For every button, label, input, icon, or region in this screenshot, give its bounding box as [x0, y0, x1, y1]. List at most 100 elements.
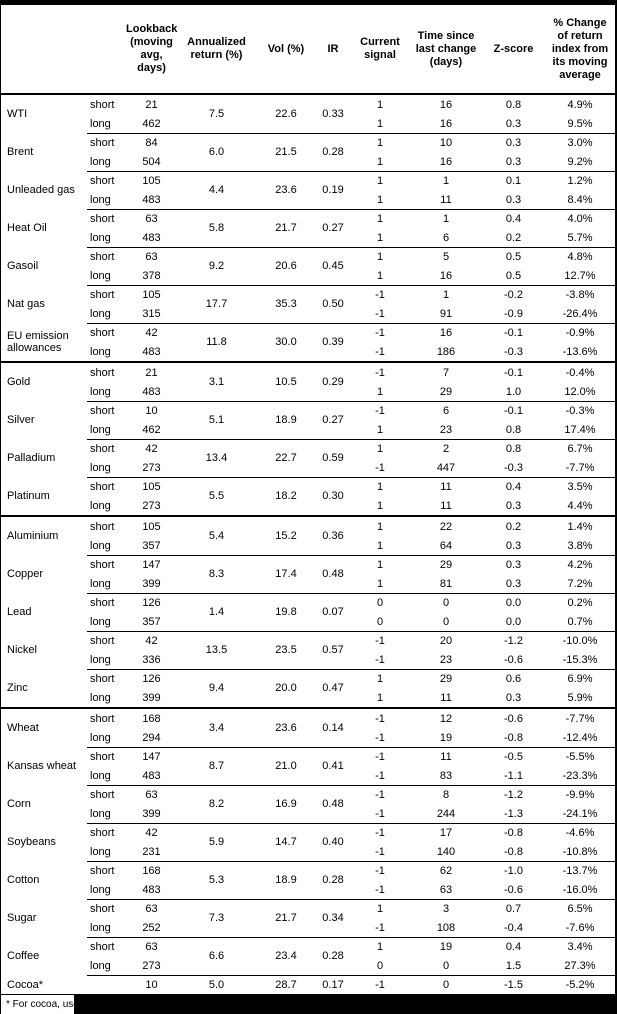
cell-pct_change: 4.8% [567, 250, 593, 263]
col-header-z-score: Z-score [493, 42, 534, 55]
cell-vol: 14.7 [275, 836, 297, 848]
cell-horizon: long [90, 499, 111, 512]
cell-ir: 0.39 [322, 336, 344, 348]
cell-annualized_return: 5.3 [208, 874, 225, 886]
cell-lookback: 399 [142, 577, 161, 590]
cell-signal: -1 [375, 921, 385, 934]
cell-ir: 0.30 [322, 490, 344, 502]
cell-signal: -1 [375, 845, 385, 858]
commodity-values: 9.4 20.0 0.47 short 126 1 29 0.6 6.9% long 399 1 11 0… [87, 669, 615, 707]
cell-lookback: 63 [145, 902, 158, 915]
cell-horizon: long [90, 959, 111, 972]
cell-ir: 0.48 [322, 568, 344, 580]
cell-pct_change: 27.3% [564, 959, 596, 972]
cell-annualized_return: 5.8 [208, 222, 225, 234]
cell-signal: 1 [376, 193, 384, 206]
cell-pct_change: 5.7% [567, 231, 593, 244]
cell-pct_change: -7.7% [565, 712, 595, 725]
cell-z_score: 0.3 [505, 117, 522, 130]
cell-lookback: 504 [142, 155, 161, 168]
cell-time_since: 11 [440, 691, 452, 704]
cell-z_score: 0.2 [505, 231, 522, 244]
table-row: Cocoa* 5.0 28.7 0.17 10 -1 0 -1.5 -5.2% [1, 975, 615, 994]
cell-z_score: 0.8 [505, 423, 522, 436]
cell-horizon: long [90, 269, 111, 282]
cell-lookback: 126 [142, 596, 161, 609]
cell-signal: 1 [376, 691, 384, 704]
cell-z_score: -0.9 [504, 307, 523, 320]
table-row: Silver 5.1 18.9 0.27 short 10 -1 6 -0.1 -0.3% long… [1, 401, 615, 439]
commodity-values: 5.8 21.7 0.27 short 63 1 1 0.4 4.0% long 483 1 6 0.2 5… [87, 209, 615, 247]
cell-ir: 0.41 [322, 760, 344, 772]
cell-signal: 1 [376, 499, 384, 512]
table-row: Zinc 9.4 20.0 0.47 short 126 1 29 0.6 6.9% long 399… [1, 669, 615, 707]
footnote-text: * For cocoa, uses c [6, 999, 92, 1010]
cell-time_since: 5 [442, 250, 450, 263]
cell-z_score: -0.8 [504, 845, 523, 858]
cell-z_score: 0.4 [505, 940, 522, 953]
cell-time_since: 29 [439, 385, 453, 398]
cell-vol: 23.6 [275, 722, 297, 734]
cell-lookback: 357 [142, 539, 161, 552]
cell-time_since: 16 [439, 117, 453, 130]
commodity-name: Lead [7, 606, 32, 618]
cell-ir: 0.34 [322, 912, 344, 924]
cell-horizon: long [90, 155, 111, 168]
cell-z_score: -0.4 [504, 921, 523, 934]
cell-signal: -1 [375, 653, 385, 666]
col-header-vol: Vol (%) [267, 42, 305, 55]
cell-time_since: 20 [439, 634, 453, 647]
cell-time_since: 62 [439, 864, 453, 877]
cell-time_since: 17 [439, 826, 453, 839]
cell-z_score: 0.3 [505, 558, 522, 571]
cell-annualized_return: 8.2 [208, 798, 225, 810]
cell-vol: 17.4 [275, 568, 297, 580]
cell-lookback: 63 [145, 250, 158, 263]
cell-time_since: 2 [442, 442, 450, 455]
table-row: EU emission allowances 11.8 30.0 0.39 short 4… [1, 323, 615, 361]
cell-z_score: -0.8 [504, 731, 523, 744]
cell-horizon: long [90, 345, 111, 358]
cell-z_score: 0.5 [505, 250, 522, 263]
cell-pct_change: -5.5% [565, 750, 595, 763]
cell-signal: 1 [376, 385, 384, 398]
cell-signal: -1 [375, 788, 385, 801]
cell-time_since: 16 [439, 155, 453, 168]
cell-vol: 22.7 [275, 452, 297, 464]
cell-z_score: 0.4 [505, 212, 522, 225]
cell-time_since: 10 [439, 136, 453, 149]
cell-time_since: 23 [439, 653, 453, 666]
cell-time_since: 6 [442, 231, 450, 244]
cell-time_since: 0 [442, 596, 450, 609]
cell-signal: 1 [376, 136, 384, 149]
cell-z_score: -0.2 [504, 288, 523, 301]
commodity-name: Cocoa* [7, 978, 44, 991]
cell-lookback: 21 [145, 98, 158, 111]
cell-vol: 20.6 [275, 260, 297, 272]
redaction-bar [74, 995, 615, 1014]
cell-ir: 0.28 [322, 874, 344, 886]
commodity-values: 17.7 35.3 0.50 short 105 -1 1 -0.2 -3.8% long 315 -… [87, 285, 615, 323]
cell-lookback: 315 [142, 307, 161, 320]
cell-horizon: short [90, 136, 115, 149]
cell-vol: 19.8 [275, 606, 297, 618]
cell-time_since: 29 [439, 672, 453, 685]
cell-z_score: -1.2 [504, 634, 523, 647]
commodity-name: Coffee [7, 950, 40, 962]
cell-z_score: 0.8 [505, 442, 522, 455]
cell-signal: 0 [376, 615, 384, 628]
table-row: Kansas wheat 8.7 21.0 0.41 short 147 -1 11 -0.5 -… [1, 747, 615, 785]
cell-signal: -1 [375, 404, 385, 417]
cell-annualized_return: 6.6 [208, 950, 225, 962]
cell-horizon: long [90, 921, 111, 934]
cell-horizon: long [90, 731, 111, 744]
cell-annualized_return: 5.9 [208, 836, 225, 848]
commodity-values: 8.7 21.0 0.41 short 147 -1 11 -0.5 -5.5% long 483 -… [87, 747, 615, 785]
cell-lookback: 378 [142, 269, 161, 282]
cell-horizon: short [90, 558, 115, 571]
cell-annualized_return: 11.8 [206, 336, 227, 348]
commodity-values: 8.2 16.9 0.48 short 63 -1 8 -1.2 -9.9% long 399 -1 2… [87, 785, 615, 823]
cell-lookback: 42 [145, 326, 158, 339]
cell-pct_change: -13.7% [562, 864, 598, 877]
cell-time_since: 108 [436, 921, 456, 934]
